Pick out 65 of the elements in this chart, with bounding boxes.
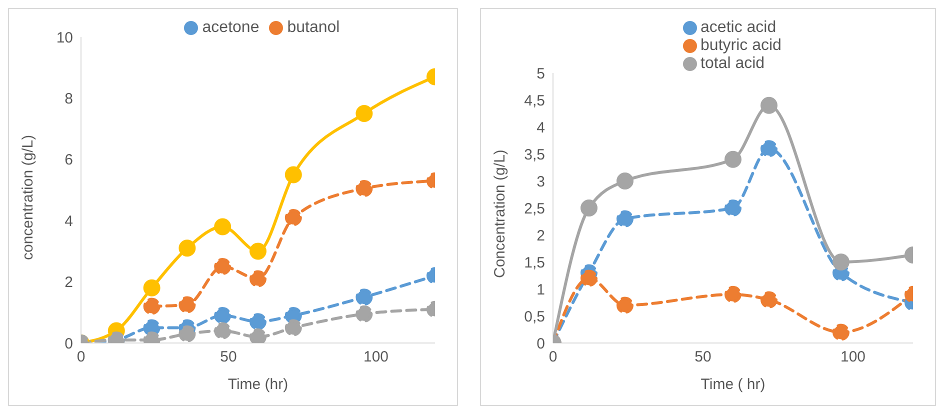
point xyxy=(616,172,634,190)
point xyxy=(284,209,302,226)
point xyxy=(250,270,266,288)
point xyxy=(214,258,232,275)
y-tick-label: 2 xyxy=(64,274,73,292)
point xyxy=(580,200,598,216)
legend-label: butanol xyxy=(287,19,340,36)
x-tick-label: 0 xyxy=(548,348,558,366)
point xyxy=(616,210,634,228)
point xyxy=(580,270,598,287)
legend-label: acetic acid xyxy=(700,19,776,36)
point xyxy=(724,200,742,216)
point xyxy=(250,242,266,260)
y-tick-label: 4,5 xyxy=(524,92,545,110)
point xyxy=(214,306,232,324)
point xyxy=(356,105,373,122)
point xyxy=(356,305,373,322)
point xyxy=(178,240,196,257)
point xyxy=(832,254,850,270)
y-axis-title: concentration (g/L) xyxy=(19,134,36,260)
point xyxy=(284,319,302,336)
y-tick-label: 10 xyxy=(56,29,73,46)
point xyxy=(214,218,232,236)
y-tick-label: 4 xyxy=(64,212,73,230)
y-axis-title: Concentration (g/L) xyxy=(491,150,508,278)
point xyxy=(356,180,373,197)
x-axis-title: Time ( hr) xyxy=(700,376,766,393)
point xyxy=(143,279,160,296)
y-tick-label: 1 xyxy=(536,281,545,298)
legend-label: butyric acid xyxy=(700,37,782,54)
x-tick-label: 0 xyxy=(76,348,86,366)
point xyxy=(214,322,232,340)
point xyxy=(356,288,373,306)
y-tick-label: 5 xyxy=(536,65,545,82)
point xyxy=(724,286,742,303)
point xyxy=(760,140,778,158)
x-tick-label: 50 xyxy=(220,348,237,366)
y-tick-label: 0,5 xyxy=(524,308,545,326)
y-tick-label: 4 xyxy=(536,119,545,136)
x-tick-label: 50 xyxy=(694,348,712,366)
point xyxy=(760,291,778,308)
point xyxy=(178,296,196,314)
point xyxy=(832,324,850,341)
y-tick-label: 0 xyxy=(64,335,73,352)
y-tick-label: 2 xyxy=(536,227,545,244)
point xyxy=(616,296,634,314)
point xyxy=(724,150,742,168)
y-tick-label: 3 xyxy=(536,173,545,190)
y-tick-label: 3,5 xyxy=(524,146,545,164)
x-tick-label: 100 xyxy=(840,348,866,366)
y-tick-label: 6 xyxy=(64,152,73,169)
legend-label: total acid xyxy=(700,55,765,72)
point xyxy=(143,298,160,315)
y-tick-label: 8 xyxy=(64,90,73,108)
x-tick-label: 100 xyxy=(363,348,389,366)
point xyxy=(284,166,302,184)
point xyxy=(250,328,266,343)
y-tick-label: 2,5 xyxy=(524,200,545,218)
point xyxy=(760,96,778,114)
point xyxy=(250,313,266,330)
y-tick-label: 0 xyxy=(536,335,545,352)
x-axis-title: Time (hr) xyxy=(228,376,288,393)
y-tick-label: 1,5 xyxy=(524,254,545,272)
legend-label: acetone xyxy=(202,19,260,36)
point xyxy=(178,325,196,342)
